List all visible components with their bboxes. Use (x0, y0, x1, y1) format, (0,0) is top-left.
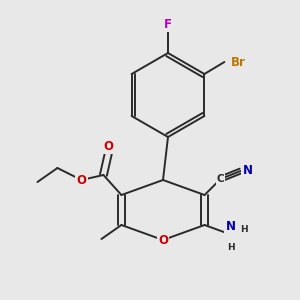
Text: N: N (243, 164, 253, 178)
Text: O: O (158, 233, 168, 247)
Text: Br: Br (231, 56, 246, 68)
Text: N: N (226, 220, 236, 233)
Text: O: O (76, 173, 86, 187)
Text: O: O (103, 140, 113, 152)
Text: F: F (164, 17, 172, 31)
Text: C: C (217, 174, 224, 184)
Text: H: H (227, 243, 234, 252)
Text: H: H (241, 226, 248, 235)
